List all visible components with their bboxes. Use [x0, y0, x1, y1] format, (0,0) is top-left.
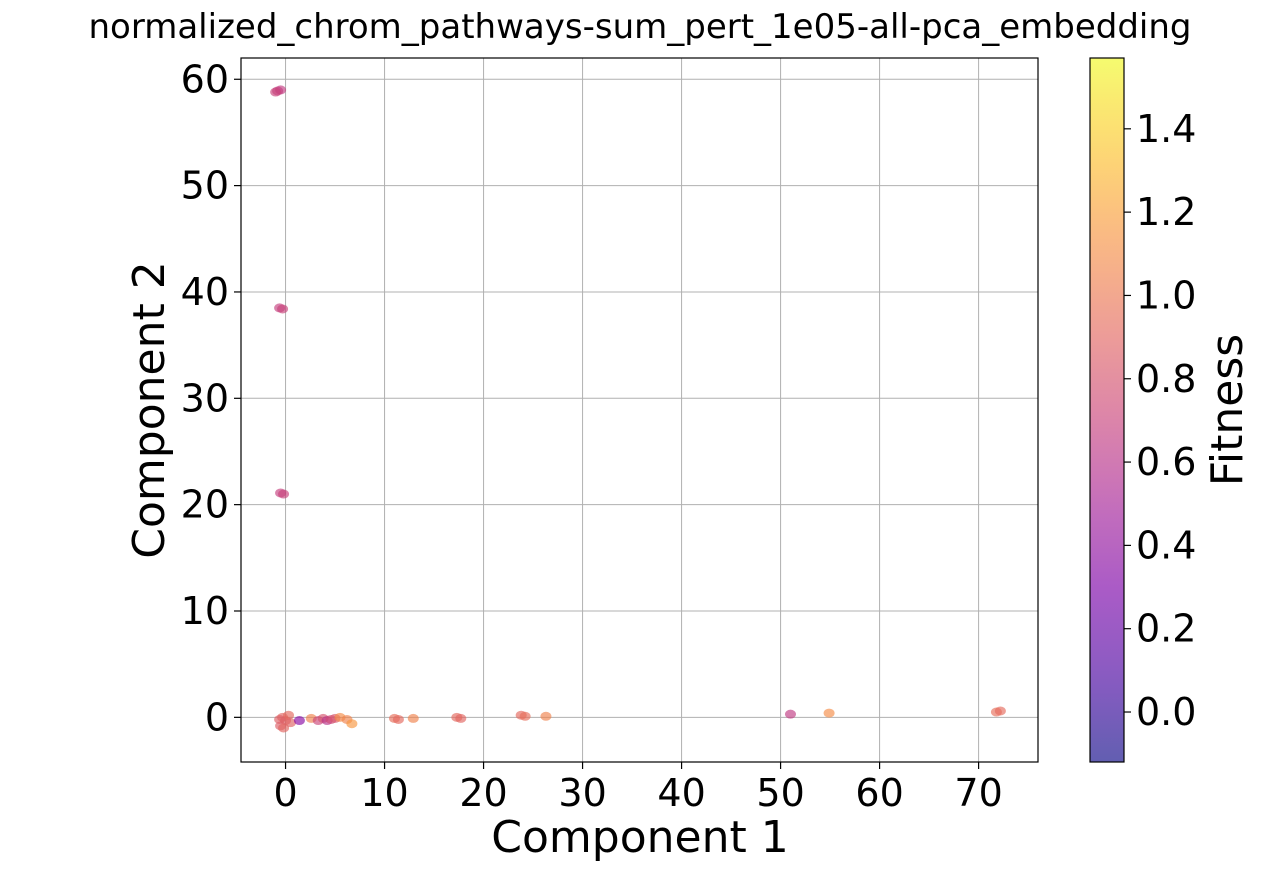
y-tick-label: 20: [181, 483, 229, 527]
colorbar-tick-label: 1.0: [1136, 273, 1196, 317]
x-axis: 0 10 20 30 40 50 60 70: [273, 762, 1002, 815]
data-point: [785, 710, 796, 719]
grid: [241, 58, 1038, 762]
x-tick-label: 0: [273, 771, 297, 815]
x-tick-label: 40: [657, 771, 705, 815]
data-point: [278, 490, 289, 499]
x-axis-label: Component 1: [491, 812, 788, 863]
y-tick-label: 10: [181, 589, 229, 633]
data-point: [346, 719, 357, 728]
y-axis-label: Component 2: [124, 261, 175, 558]
data-point: [408, 714, 419, 723]
y-tick-label: 0: [205, 695, 229, 739]
x-tick-label: 50: [756, 771, 804, 815]
colorbar-tick-label: 0.2: [1136, 607, 1196, 651]
data-point: [520, 712, 531, 721]
colorbar-tick-label: 0.4: [1136, 523, 1196, 567]
data-point: [270, 88, 281, 97]
x-tick-label: 70: [954, 771, 1002, 815]
y-tick-label: 30: [181, 376, 229, 420]
x-tick-label: 20: [459, 771, 507, 815]
y-tick-label: 50: [181, 164, 229, 208]
colorbar-tick-label: 0.8: [1136, 357, 1196, 401]
colorbar-tick-label: 0.0: [1136, 690, 1196, 734]
chart-title: normalized_chrom_pathways-sum_pert_1e05-…: [88, 7, 1191, 47]
y-axis: 0 10 20 30 40 50 60: [181, 57, 241, 739]
colorbar-label: Fitness: [1202, 334, 1253, 486]
data-point: [824, 709, 835, 718]
data-point: [455, 714, 466, 723]
x-tick-label: 10: [360, 771, 408, 815]
data-point: [540, 712, 551, 721]
data-point: [995, 706, 1006, 715]
colorbar-tick-label: 0.6: [1136, 440, 1196, 484]
colorbar: [1090, 58, 1124, 762]
data-point: [277, 304, 288, 313]
colorbar-tick-label: 1.2: [1136, 190, 1196, 234]
colorbar-ticks: 0.0 0.2 0.4 0.6 0.8 1.0 1.2 1.4: [1124, 107, 1196, 734]
y-tick-label: 60: [181, 57, 229, 101]
y-tick-label: 40: [181, 270, 229, 314]
data-point: [274, 715, 285, 724]
scatter-points: [270, 85, 1006, 732]
data-point: [393, 715, 404, 724]
x-tick-label: 30: [558, 771, 606, 815]
x-tick-label: 60: [855, 771, 903, 815]
plot-frame: [241, 58, 1038, 762]
colorbar-tick-label: 1.4: [1136, 107, 1196, 151]
data-point: [294, 716, 305, 725]
